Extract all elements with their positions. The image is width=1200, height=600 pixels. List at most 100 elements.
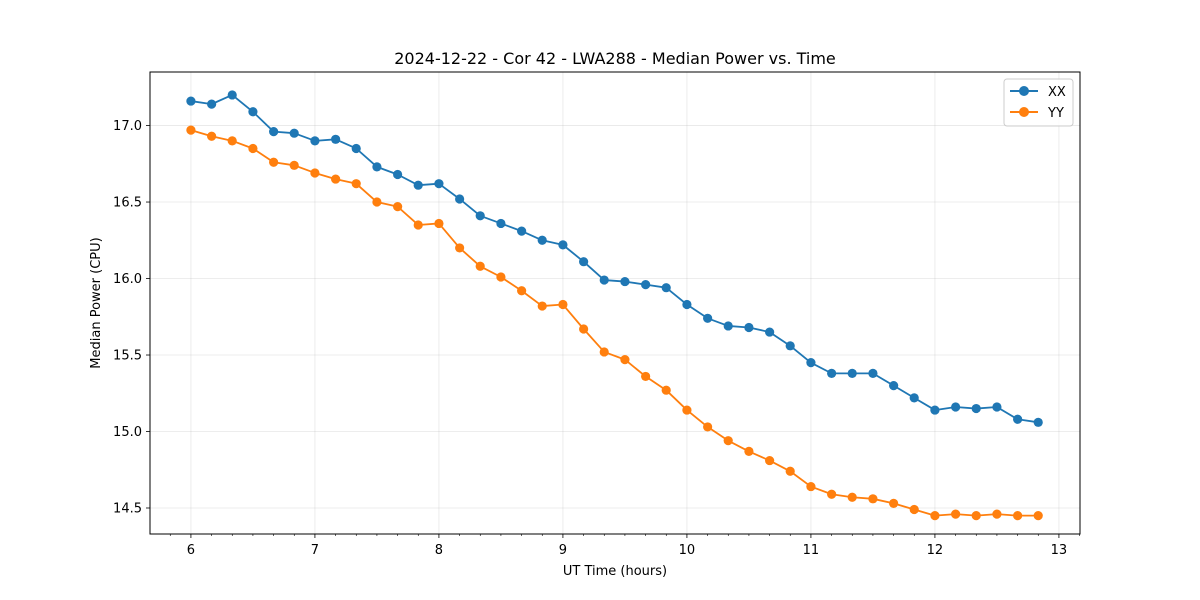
data-point-yy xyxy=(310,168,320,178)
data-point-xx xyxy=(744,322,754,333)
data-point-xx xyxy=(517,226,527,236)
x-axis-minor-ticks xyxy=(169,534,1080,536)
data-point-xx xyxy=(806,358,816,368)
data-point-yy xyxy=(806,481,816,492)
data-point-yy xyxy=(992,509,1002,519)
data-point-xx xyxy=(723,321,733,331)
y-tick-label: 14.5 xyxy=(113,501,142,516)
data-point-yy xyxy=(393,202,403,212)
data-point-yy xyxy=(186,125,196,135)
data-point-xx xyxy=(207,99,217,109)
data-point-xx xyxy=(847,368,857,378)
data-point-yy xyxy=(785,466,795,476)
data-point-xx xyxy=(1013,414,1023,424)
data-point-xx xyxy=(992,402,1002,412)
data-point-yy xyxy=(372,197,382,207)
x-tick-label: 8 xyxy=(435,543,443,558)
data-point-yy xyxy=(434,218,444,229)
series-layer xyxy=(186,90,1043,521)
plot-frame xyxy=(149,71,1081,535)
data-point-yy xyxy=(537,301,547,311)
y-axis-ticks: 14.5 15.0 15.5 16.0 16.5 17.0 xyxy=(113,119,150,516)
data-point-xx xyxy=(827,368,837,378)
data-point-xx xyxy=(889,381,899,391)
y-tick-label: 17.0 xyxy=(113,119,142,134)
data-point-yy xyxy=(620,355,630,365)
data-point-xx xyxy=(248,107,258,117)
y-tick-label: 16.0 xyxy=(113,272,142,287)
legend-label-xx: XX xyxy=(1048,85,1066,100)
data-point-xx xyxy=(765,327,775,337)
legend-marker-yy xyxy=(1019,107,1029,117)
x-tick-label: 6 xyxy=(187,543,195,558)
data-point-yy xyxy=(765,455,775,466)
legend: XX YY xyxy=(1003,78,1074,127)
data-point-xx xyxy=(930,405,940,415)
series-yy xyxy=(186,125,1043,521)
data-point-yy xyxy=(827,489,837,499)
data-point-yy xyxy=(744,446,754,456)
x-tick-label: 10 xyxy=(679,543,696,558)
data-point-yy xyxy=(847,492,857,502)
x-gridlines xyxy=(190,72,1060,534)
legend-marker-xx xyxy=(1019,86,1029,96)
data-point-yy xyxy=(496,272,506,282)
data-point-yy xyxy=(207,131,217,141)
data-point-xx xyxy=(785,341,795,351)
data-point-xx xyxy=(310,136,320,146)
data-point-yy xyxy=(971,511,981,521)
data-point-xx xyxy=(475,211,485,221)
data-point-yy xyxy=(558,299,568,310)
data-point-yy xyxy=(579,324,589,334)
y-tick-label: 15.5 xyxy=(113,349,142,364)
data-point-yy xyxy=(951,509,961,519)
data-point-xx xyxy=(537,235,547,245)
data-point-xx xyxy=(682,299,692,310)
data-point-xx xyxy=(599,275,609,285)
data-point-yy xyxy=(599,347,609,357)
data-point-yy xyxy=(682,405,692,415)
data-point-xx xyxy=(434,179,444,189)
data-point-xx xyxy=(351,143,361,154)
data-point-xx xyxy=(971,403,981,414)
x-axis-ticks: 6 7 8 9 10 11 12 13 xyxy=(187,534,1067,558)
data-point-xx xyxy=(372,162,382,172)
data-point-yy xyxy=(475,261,485,271)
data-point-yy xyxy=(248,143,258,154)
data-point-yy xyxy=(455,243,465,253)
x-tick-label: 12 xyxy=(927,543,944,558)
data-point-yy xyxy=(1013,511,1023,521)
x-axis-label: UT Time (hours) xyxy=(563,564,667,579)
data-point-xx xyxy=(186,96,196,106)
data-point-xx xyxy=(558,240,568,250)
data-point-xx xyxy=(909,393,919,403)
data-point-yy xyxy=(930,511,940,521)
y-tick-label: 16.5 xyxy=(113,196,142,211)
data-point-yy xyxy=(889,498,899,509)
x-tick-label: 9 xyxy=(559,543,567,558)
data-point-yy xyxy=(868,494,878,504)
data-point-yy xyxy=(351,179,361,189)
data-point-xx xyxy=(289,128,299,138)
data-point-xx xyxy=(269,127,279,137)
data-point-xx xyxy=(393,169,403,180)
data-point-yy xyxy=(331,174,341,184)
y-axis-label: Median Power (CPU) xyxy=(89,237,104,368)
data-point-yy xyxy=(641,371,651,382)
data-point-yy xyxy=(413,220,423,230)
x-tick-label: 7 xyxy=(311,543,319,558)
data-point-yy xyxy=(269,157,279,167)
data-point-xx xyxy=(641,280,651,290)
data-point-xx xyxy=(413,180,423,190)
data-point-xx xyxy=(579,257,589,267)
data-point-xx xyxy=(1033,417,1043,427)
data-point-xx xyxy=(868,368,878,378)
data-point-xx xyxy=(331,134,341,144)
data-point-yy xyxy=(517,286,527,296)
x-tick-label: 13 xyxy=(1051,543,1068,558)
data-point-xx xyxy=(661,283,671,293)
data-point-xx xyxy=(455,194,465,204)
data-point-xx xyxy=(703,313,713,323)
data-point-yy xyxy=(661,385,671,395)
